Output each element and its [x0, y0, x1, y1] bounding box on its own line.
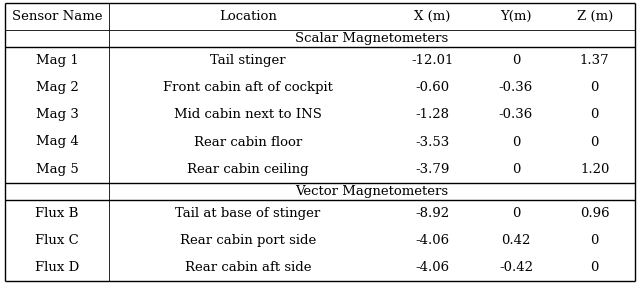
Text: Location: Location	[219, 10, 277, 23]
Text: 0: 0	[591, 108, 599, 121]
Text: 0.42: 0.42	[501, 234, 531, 247]
Text: Tail stinger: Tail stinger	[210, 54, 286, 67]
Text: -12.01: -12.01	[411, 54, 453, 67]
Text: Mag 4: Mag 4	[36, 135, 79, 149]
Text: -8.92: -8.92	[415, 207, 449, 220]
Text: -3.53: -3.53	[415, 135, 449, 149]
Text: Mag 5: Mag 5	[36, 163, 79, 176]
Text: Sensor Name: Sensor Name	[12, 10, 102, 23]
Text: 0: 0	[591, 81, 599, 94]
Text: Mag 3: Mag 3	[36, 108, 79, 121]
Text: Rear cabin port side: Rear cabin port side	[180, 234, 316, 247]
Text: Mag 2: Mag 2	[36, 81, 79, 94]
Text: Flux C: Flux C	[35, 234, 79, 247]
Text: Rear cabin floor: Rear cabin floor	[194, 135, 302, 149]
Text: Y(m): Y(m)	[500, 10, 532, 23]
Text: Mag 1: Mag 1	[36, 54, 79, 67]
Text: 0: 0	[512, 135, 520, 149]
Text: 0: 0	[591, 261, 599, 274]
Text: Z (m): Z (m)	[577, 10, 613, 23]
Text: Mid cabin next to INS: Mid cabin next to INS	[174, 108, 322, 121]
Text: -4.06: -4.06	[415, 261, 449, 274]
Text: 0.96: 0.96	[580, 207, 609, 220]
Text: -3.79: -3.79	[415, 163, 449, 176]
Text: 1.20: 1.20	[580, 163, 609, 176]
Text: 1.37: 1.37	[580, 54, 609, 67]
Text: -0.42: -0.42	[499, 261, 533, 274]
Text: 0: 0	[512, 207, 520, 220]
Text: Vector Magnetometers: Vector Magnetometers	[295, 185, 449, 198]
Text: 0: 0	[591, 135, 599, 149]
Text: -0.36: -0.36	[499, 108, 533, 121]
Text: -0.36: -0.36	[499, 81, 533, 94]
Text: Flux D: Flux D	[35, 261, 79, 274]
Text: Rear cabin aft side: Rear cabin aft side	[185, 261, 311, 274]
Text: 0: 0	[512, 163, 520, 176]
Text: 0: 0	[512, 54, 520, 67]
Text: 0: 0	[591, 234, 599, 247]
Text: Rear cabin ceiling: Rear cabin ceiling	[187, 163, 308, 176]
Text: -0.60: -0.60	[415, 81, 449, 94]
Text: X (m): X (m)	[414, 10, 451, 23]
Text: Scalar Magnetometers: Scalar Magnetometers	[295, 32, 449, 45]
Text: -4.06: -4.06	[415, 234, 449, 247]
Text: Tail at base of stinger: Tail at base of stinger	[175, 207, 321, 220]
Text: Front cabin aft of cockpit: Front cabin aft of cockpit	[163, 81, 333, 94]
Text: -1.28: -1.28	[415, 108, 449, 121]
Text: Flux B: Flux B	[35, 207, 79, 220]
